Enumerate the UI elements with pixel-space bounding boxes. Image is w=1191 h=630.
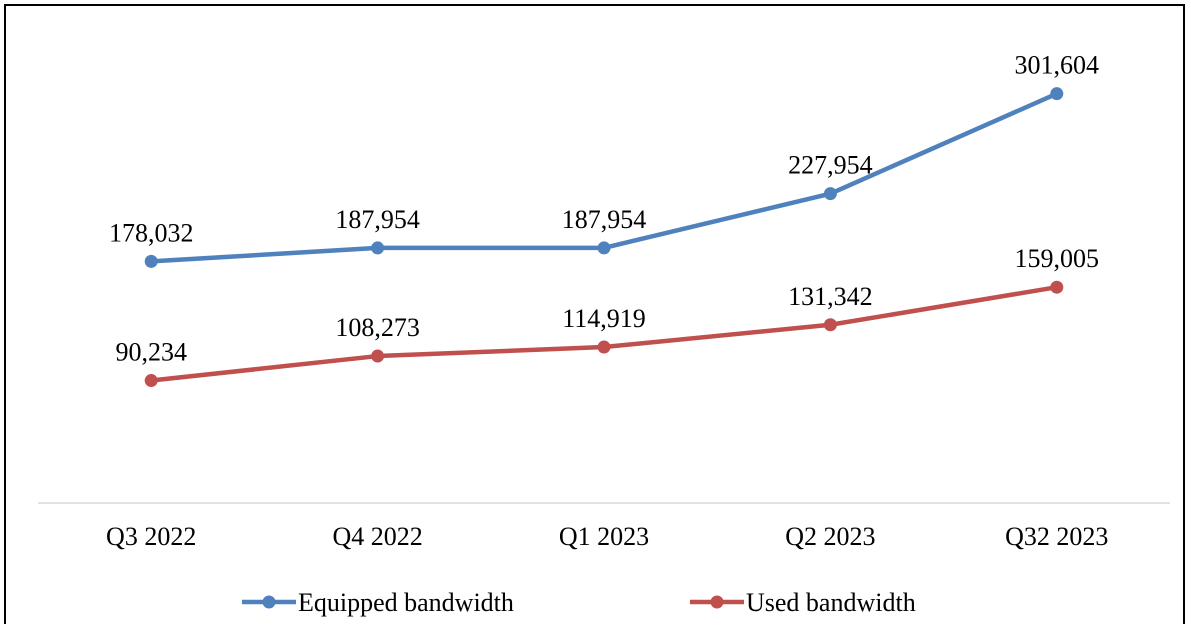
- series-0-point-2: [597, 241, 611, 255]
- data-label: 90,234: [115, 338, 187, 367]
- legend-label-0: Equipped bandwidth: [298, 588, 514, 617]
- data-labels-layer: 178,032 187,954 187,954 227,954 301,604 90,23…: [109, 51, 1099, 367]
- x-tick-label: Q2 2023: [785, 522, 875, 551]
- data-label: 131,342: [788, 282, 873, 311]
- data-label: 178,032: [109, 218, 194, 247]
- series-line-1: [148, 284, 1060, 383]
- series-0-point-3: [823, 187, 837, 201]
- series-0-point-4: [1050, 87, 1064, 101]
- x-tick-label: Q3 2022: [106, 522, 196, 551]
- series-0-point-0: [144, 254, 158, 268]
- series-layer: [144, 87, 1064, 388]
- legend-marker-1: [710, 595, 724, 609]
- x-tick-label: Q32 2023: [1005, 522, 1108, 551]
- series-0-point-1: [371, 241, 385, 255]
- series-1-point-2: [597, 340, 611, 354]
- data-label: 301,604: [1015, 51, 1100, 80]
- series-1-point-1: [371, 349, 385, 363]
- legend-label-1: Used bandwidth: [746, 588, 916, 617]
- data-label: 159,005: [1015, 244, 1100, 273]
- chart-frame: [4, 4, 1185, 624]
- data-label: 227,954: [788, 151, 873, 180]
- data-label: 187,954: [562, 205, 647, 234]
- x-tick-label: Q1 2023: [559, 522, 649, 551]
- data-label: 108,273: [335, 313, 420, 342]
- legend-marker-0: [262, 595, 276, 609]
- series-line-0: [148, 91, 1060, 264]
- data-label: 114,919: [562, 304, 646, 333]
- x-tick-labels: Q3 2022 Q4 2022 Q1 2023 Q2 2023 Q32 2023: [106, 522, 1108, 551]
- series-1-point-3: [823, 318, 837, 332]
- legend: Equipped bandwidth Used bandwidth: [242, 588, 916, 617]
- series-1-point-4: [1050, 280, 1064, 294]
- data-label: 187,954: [335, 205, 420, 234]
- series-1-point-0: [144, 374, 158, 388]
- x-tick-label: Q4 2022: [332, 522, 422, 551]
